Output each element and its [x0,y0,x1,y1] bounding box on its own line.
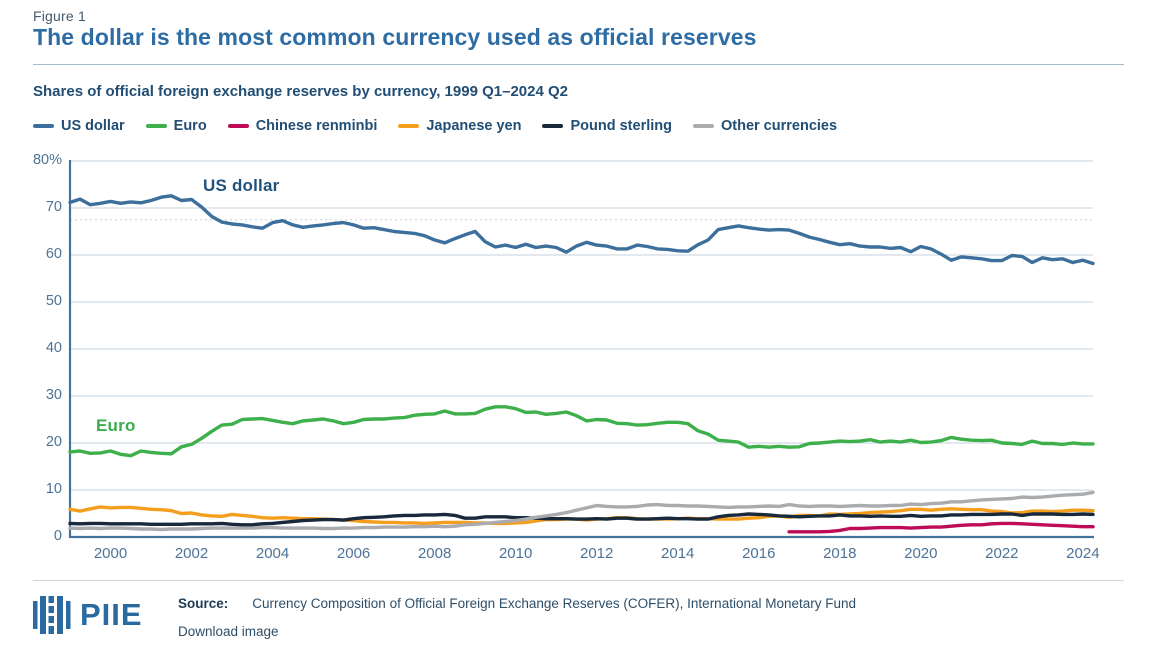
x-axis-label-2000: 2000 [93,545,128,562]
annotation-us-dollar: US dollar [203,176,280,195]
x-axis-label-2008: 2008 [417,545,452,562]
source-row: Source: Currency Composition of Official … [178,596,856,611]
piie-logo: PIIE [33,592,143,638]
legend-item-us-dollar: US dollar [33,118,125,134]
series-line-other-currencies [68,490,1095,532]
title-divider [33,64,1124,65]
series-line-pound-sterling [68,512,1095,527]
legend-label-us-dollar: US dollar [61,118,125,134]
x-axis-label-2014: 2014 [661,545,695,562]
y-axis-label-70: 70 [45,199,62,215]
series-line-euro [68,405,1095,458]
legend-item-chinese-renminbi: Chinese renminbi [227,118,378,134]
source-text: Currency Composition of Official Foreign… [252,596,857,611]
y-axis-label-80: 80% [32,152,62,168]
y-axis-label-50: 50 [45,293,62,309]
chart-subtitle: Shares of official foreign exchange rese… [33,83,568,100]
legend-swatch-us-dollar [33,124,54,128]
legend-swatch-other-currencies [692,124,714,128]
x-axis-label-2018: 2018 [823,545,857,562]
annotation-euro: Euro [96,416,136,435]
chart-legend: US dollar Euro Chinese renminbi Japanese ye… [33,118,837,134]
x-axis-label-2002: 2002 [174,545,209,562]
y-axis-label-0: 0 [53,528,62,544]
series-line-us-dollar [68,194,1095,266]
piie-logo-icon [33,596,71,634]
y-axis-label-60: 60 [45,246,62,262]
legend-item-pound-sterling: Pound sterling [542,118,672,134]
legend-swatch-japanese-yen [398,124,420,128]
y-axis-label-30: 30 [45,387,62,403]
x-axis-label-2004: 2004 [255,545,290,562]
x-axis-label-2010: 2010 [498,545,533,562]
legend-label-japanese-yen: Japanese yen [426,118,522,134]
x-axis-label-2006: 2006 [336,545,371,562]
legend-item-other-currencies: Other currencies [692,118,838,134]
y-axis-label-20: 20 [45,434,62,450]
series-line-chinese-renminbi [787,521,1095,534]
legend-item-euro: Euro [145,118,207,134]
x-axis-label-2022: 2022 [985,545,1019,562]
legend-label-pound-sterling: Pound sterling [570,118,672,134]
download-image-link[interactable]: Download image [178,624,279,639]
page-title: The dollar is the most common currency u… [33,24,757,50]
y-axis-label-10: 10 [45,481,62,497]
legend-item-japanese-yen: Japanese yen [398,118,521,134]
piie-logo-text: PIIE [80,597,143,632]
x-axis-label-2020: 2020 [904,545,938,562]
legend-label-other-currencies: Other currencies [720,118,838,134]
source-label: Source: [178,596,229,611]
footer-divider [33,580,1124,581]
legend-label-chinese-renminbi: Chinese renminbi [255,118,378,134]
x-axis-label-2012: 2012 [580,545,614,562]
y-axis-label-40: 40 [45,340,62,356]
series-line-japanese-yen [68,505,1095,526]
legend-swatch-pound-sterling [542,124,564,128]
figure-label: Figure 1 [33,8,86,24]
legend-swatch-chinese-renminbi [227,124,249,128]
x-axis-label-2016: 2016 [742,545,776,562]
x-axis-label-2024: 2024 [1066,545,1100,562]
legend-label-euro: Euro [173,118,207,134]
legend-swatch-euro [145,124,167,128]
